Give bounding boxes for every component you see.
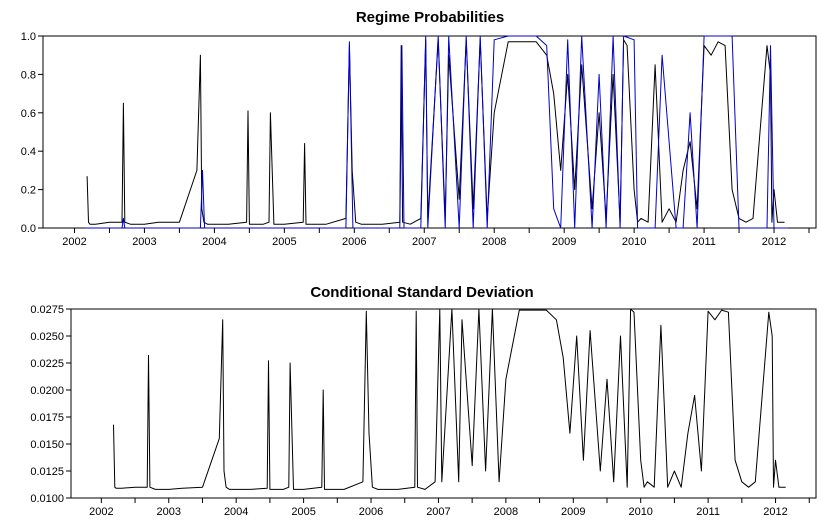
y-tick-label: 0.0125 — [30, 466, 64, 478]
x-tick-label: 2010 — [622, 236, 646, 248]
conditional-standard-deviation-panel: Conditional Standard Deviation 0.01000.0… — [30, 284, 817, 518]
x-tick-label: 2006 — [342, 236, 366, 248]
y-tick-label: 0.0150 — [30, 439, 64, 451]
x-tick-label: 2003 — [132, 236, 156, 248]
series-line-0 — [113, 308, 786, 490]
x-tick-label: 2005 — [272, 236, 296, 248]
x-tick-label: 2007 — [412, 236, 436, 248]
chart-title: Regime Probabilities — [356, 9, 504, 26]
regime-probabilities-panel: Regime Probabilities 0.00.20.40.60.81.0 … — [21, 9, 817, 248]
y-tick-label: 0.0250 — [30, 331, 64, 343]
x-tick-label: 2009 — [552, 236, 576, 248]
x-tick-label: 2010 — [628, 506, 652, 518]
y-tick-label: 1.0 — [21, 31, 36, 43]
x-tick-label: 2004 — [202, 236, 226, 248]
y-tick-label: 0.4 — [21, 146, 36, 158]
x-tick-label: 2008 — [482, 236, 506, 248]
x-tick-label: 2007 — [426, 506, 450, 518]
x-tick-label: 2011 — [696, 506, 720, 518]
x-tick-label: 2009 — [561, 506, 585, 518]
series-group — [85, 35, 788, 229]
y-tick-label: 0.2 — [21, 185, 36, 197]
series-group — [113, 308, 786, 490]
y-tick-label: 0.0275 — [30, 304, 64, 316]
x-tick-label: 2008 — [494, 506, 518, 518]
x-tick-label: 2011 — [692, 236, 716, 248]
x-tick-label: 2012 — [762, 236, 786, 248]
x-tick-label: 2003 — [157, 506, 181, 518]
y-tick-label: 0.8 — [21, 69, 36, 81]
y-tick-label: 0.0200 — [30, 385, 64, 397]
x-axis: 2002 2003 2004 2005 2006 2007 2008 2009 2010 2011… — [89, 498, 810, 518]
x-tick-label: 2004 — [224, 506, 248, 518]
x-tick-label: 2002 — [62, 236, 86, 248]
y-tick-label: 0.0225 — [30, 358, 64, 370]
y-tick-label: 0.0175 — [30, 412, 64, 424]
y-tick-label: 0.0 — [21, 223, 36, 235]
series-line-1 — [85, 35, 788, 229]
x-axis: 2002 2003 2004 2005 2006 2007 2008 2009 2010 2011… — [62, 228, 810, 248]
chart-title: Conditional Standard Deviation — [310, 284, 533, 301]
x-tick-label: 2005 — [291, 506, 315, 518]
x-tick-label: 2006 — [359, 506, 383, 518]
y-tick-label: 0.0100 — [30, 493, 64, 505]
y-axis: 0.0100 0.0125 0.0150 0.0175 0.0200 0.0225 0.02… — [30, 304, 71, 505]
y-tick-label: 0.6 — [21, 108, 36, 120]
x-tick-label: 2002 — [89, 506, 113, 518]
x-tick-label: 2012 — [763, 506, 787, 518]
series-line-0 — [86, 39, 785, 225]
plot-frame — [42, 35, 817, 229]
y-axis: 0.0 0.2 0.4 0.6 0.8 1.0 — [21, 31, 43, 235]
plot-frame — [70, 308, 817, 499]
